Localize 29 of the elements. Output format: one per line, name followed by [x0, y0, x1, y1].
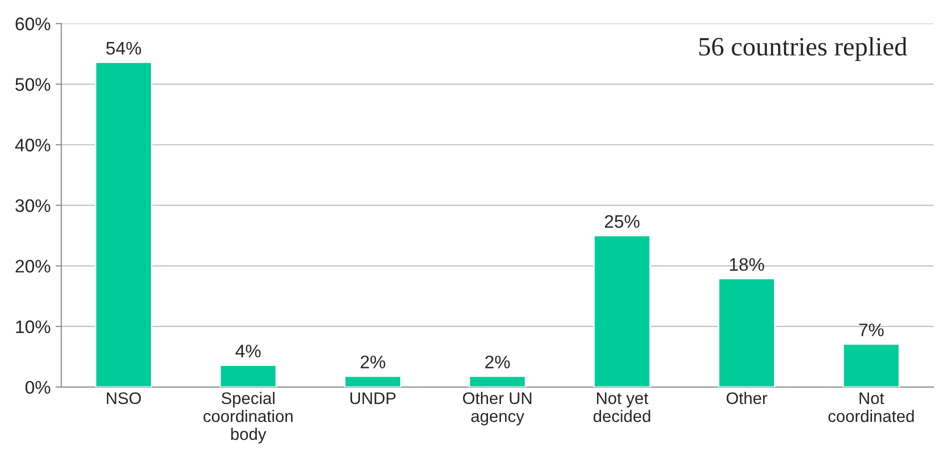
y-tick-label: 40%: [15, 138, 50, 152]
bar: [94, 62, 152, 388]
x-tick-label: Other: [726, 392, 768, 404]
bar: [842, 343, 900, 388]
x-tick-label: Other UN agency: [463, 392, 532, 426]
data-label: 7%: [859, 324, 884, 336]
x-tick-label: NSO: [106, 392, 141, 404]
data-label: 18%: [730, 258, 764, 271]
bar: [593, 234, 651, 388]
y-tick-label: 10%: [16, 320, 50, 334]
bar: [718, 278, 776, 388]
annotation: 56 countries replied: [699, 37, 908, 62]
data-label: 2%: [360, 356, 386, 368]
data-label: 54%: [106, 42, 142, 55]
x-tick-label: Not yet decided: [594, 392, 650, 422]
y-tick-label: 50%: [15, 78, 50, 91]
data-label: 25%: [604, 215, 640, 228]
data-label: 2%: [485, 356, 510, 368]
y-tick-label: 20%: [16, 260, 50, 273]
bar: [468, 375, 526, 388]
x-tick-label: Not coordinated: [828, 392, 914, 422]
bar: [344, 375, 402, 388]
bar: [219, 364, 277, 388]
x-tick-label: Special coordination body: [204, 392, 293, 444]
x-tick-label: UNDP: [350, 392, 396, 404]
y-tick-label: 0%: [25, 380, 50, 394]
y-tick-label: 30%: [15, 199, 50, 212]
data-label: 4%: [236, 344, 261, 358]
y-tick-label: 60%: [16, 18, 50, 30]
